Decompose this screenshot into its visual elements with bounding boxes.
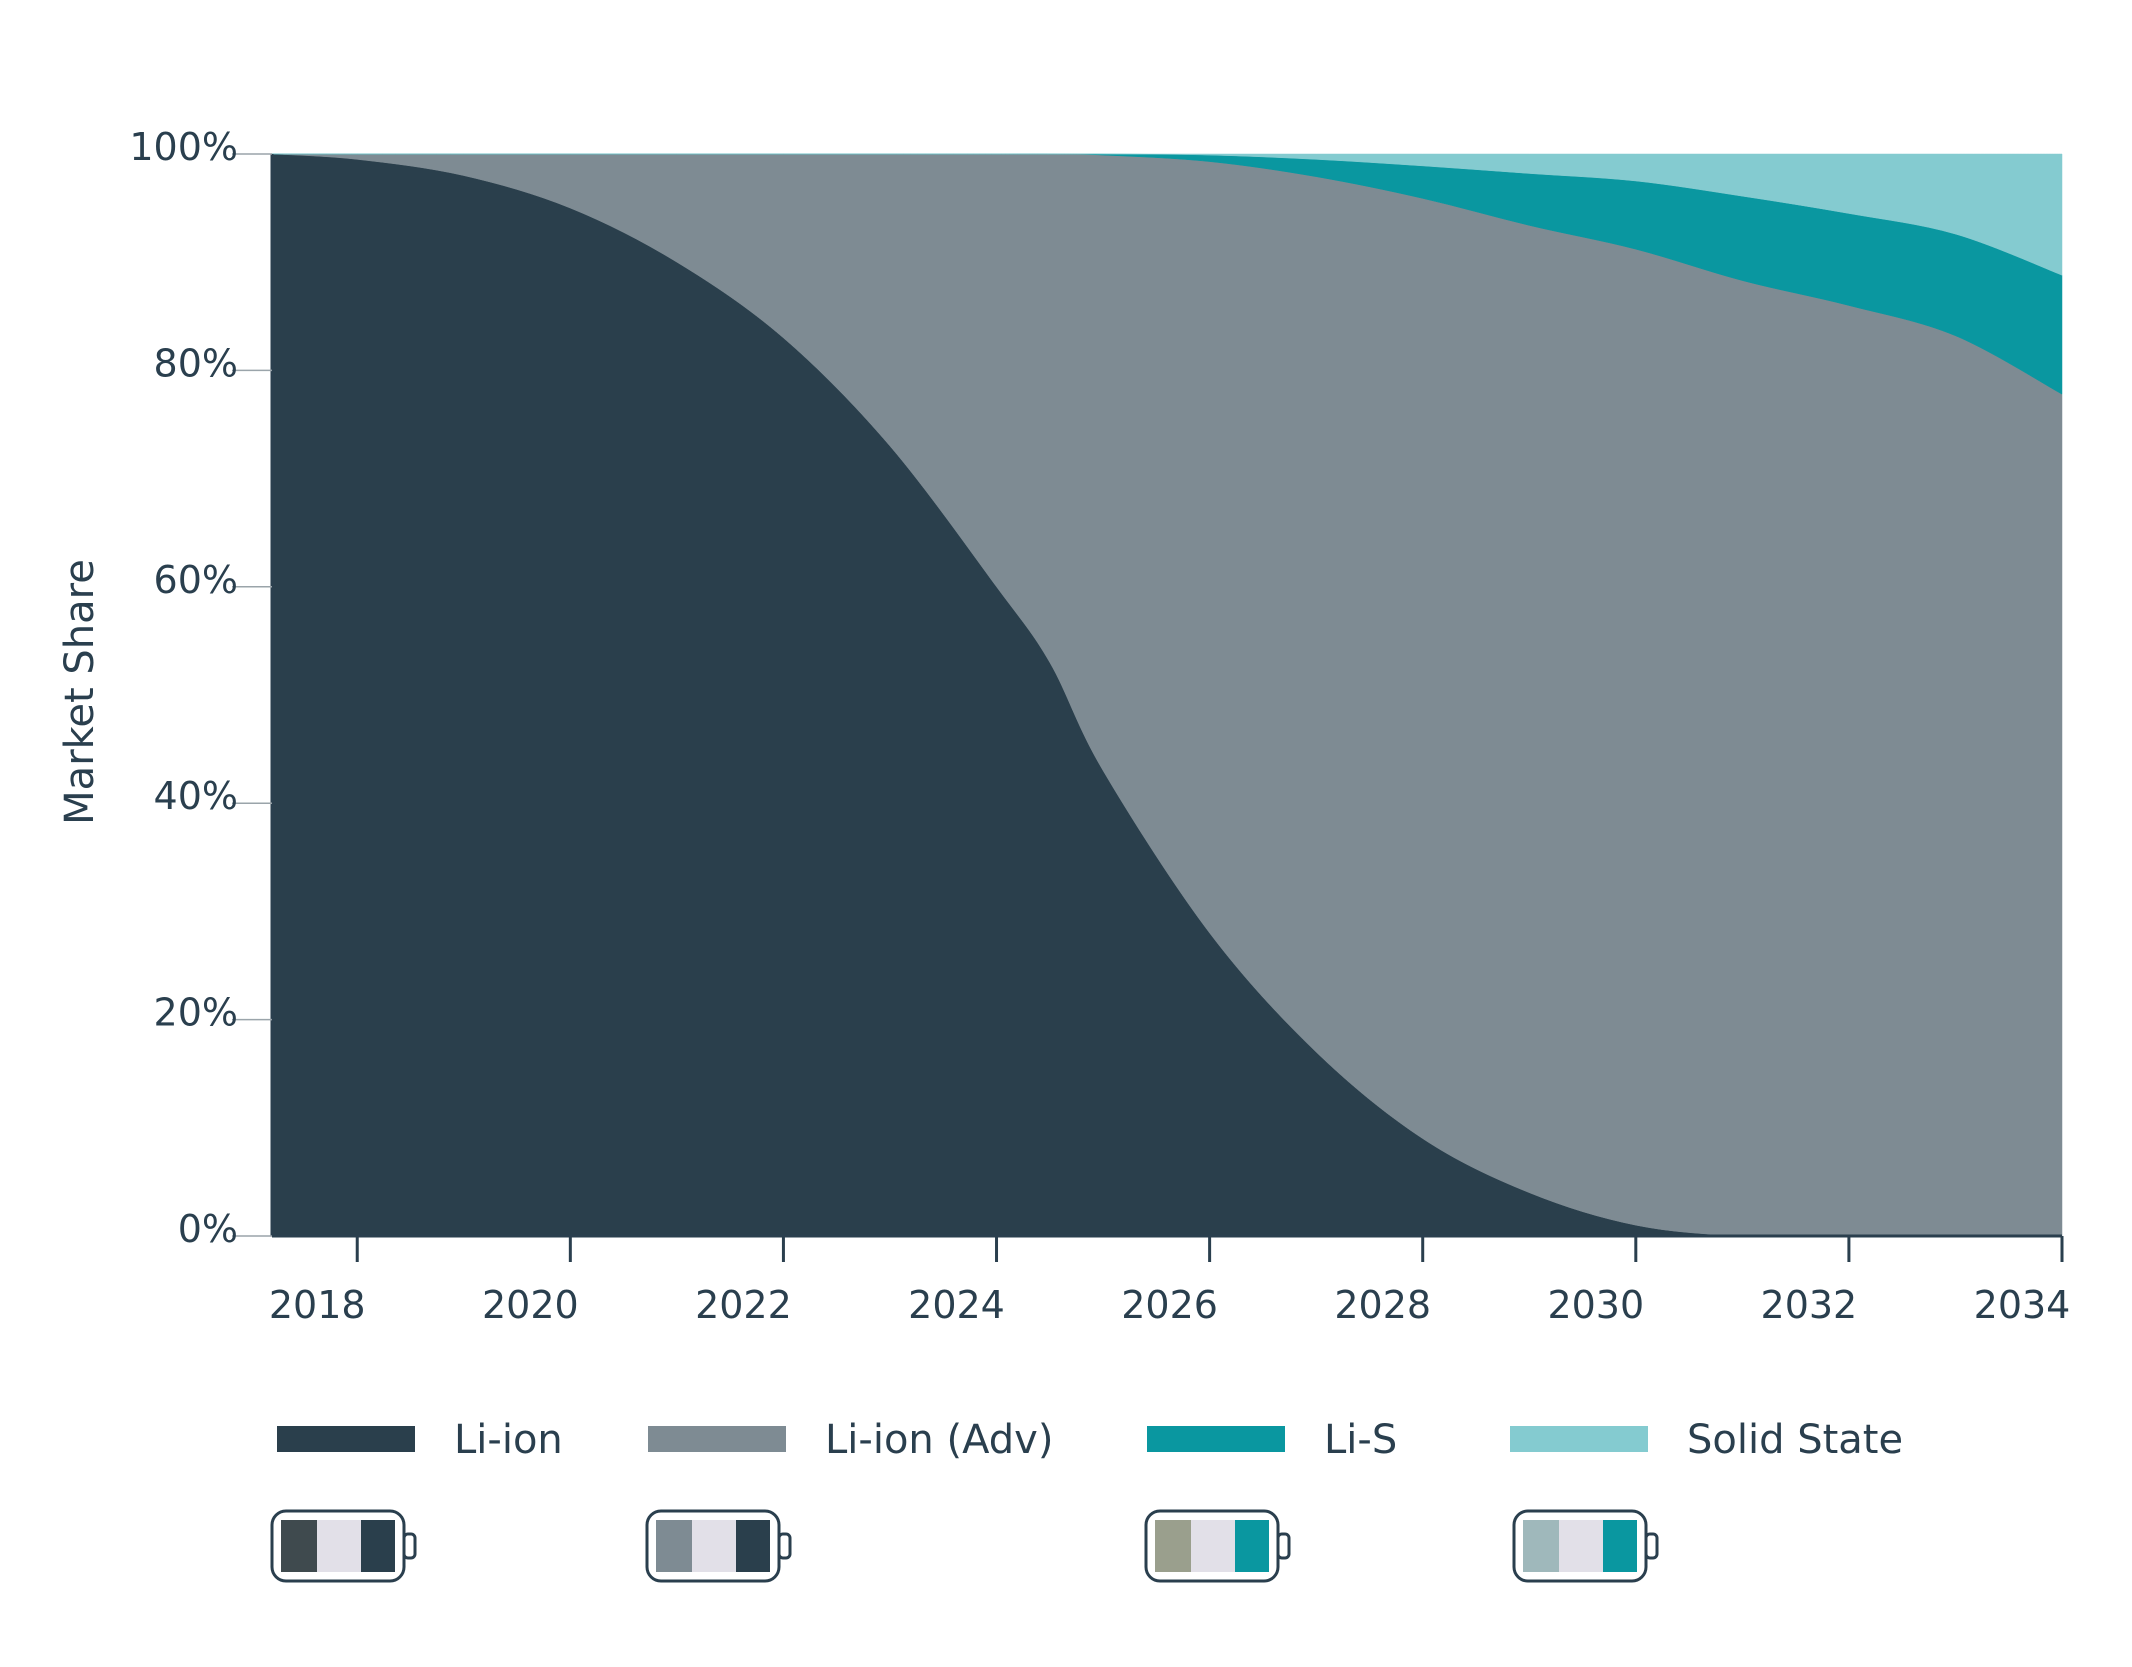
legend-label: Solid State xyxy=(1687,1417,1903,1463)
y-tick-label: 20% xyxy=(154,991,238,1035)
y-tick-label: 80% xyxy=(154,341,238,385)
legend-swatch xyxy=(277,1426,415,1452)
axes-group: 0% 20% 40% 60% 80% 100% 2018 2020 2022 2024 2026 20… xyxy=(129,125,2070,1327)
x-tick-label: 2032 xyxy=(1761,1283,1858,1327)
legend-item-li-ion: Li-ion xyxy=(277,1417,563,1463)
y-tick-label: 60% xyxy=(154,558,238,602)
x-tick-label: 2034 xyxy=(1974,1283,2071,1327)
legend-item-li-ion-adv: Li-ion (Adv) xyxy=(648,1417,1053,1463)
x-tick-label: 2028 xyxy=(1334,1283,1431,1327)
battery-li-ion-adv-icon xyxy=(645,1509,792,1583)
legend-label: Li-ion xyxy=(454,1417,563,1463)
legend: Li-ion Li-ion (Adv) Li-S Solid State xyxy=(277,1417,1903,1463)
battery-li-ion-icon xyxy=(270,1509,417,1583)
y-tick-label: 0% xyxy=(178,1207,238,1251)
x-tick-label: 2020 xyxy=(482,1283,579,1327)
legend-swatch xyxy=(648,1426,786,1452)
legend-item-li-s: Li-S xyxy=(1147,1417,1397,1463)
legend-swatch xyxy=(1510,1426,1648,1452)
x-tick-label: 2026 xyxy=(1121,1283,1218,1327)
x-tick-label: 2030 xyxy=(1547,1283,1644,1327)
legend-swatch xyxy=(1147,1426,1285,1452)
legend-label: Li-ion (Adv) xyxy=(825,1417,1053,1463)
x-tick-label: 2024 xyxy=(908,1283,1005,1327)
battery-icon-row xyxy=(270,1509,1659,1583)
battery-li-s-icon xyxy=(1144,1509,1291,1583)
y-axis-title: Market Share xyxy=(57,559,103,825)
area-series-group xyxy=(271,153,2063,1238)
legend-item-solid-state: Solid State xyxy=(1510,1417,1903,1463)
x-tick-label: 2018 xyxy=(269,1283,366,1327)
y-tick-label: 40% xyxy=(154,774,238,818)
legend-label: Li-S xyxy=(1324,1417,1397,1463)
battery-solid-state-icon xyxy=(1512,1509,1659,1583)
x-tick-label: 2022 xyxy=(695,1283,792,1327)
y-tick-label: 100% xyxy=(129,125,238,169)
area-solid-state xyxy=(271,153,2063,276)
